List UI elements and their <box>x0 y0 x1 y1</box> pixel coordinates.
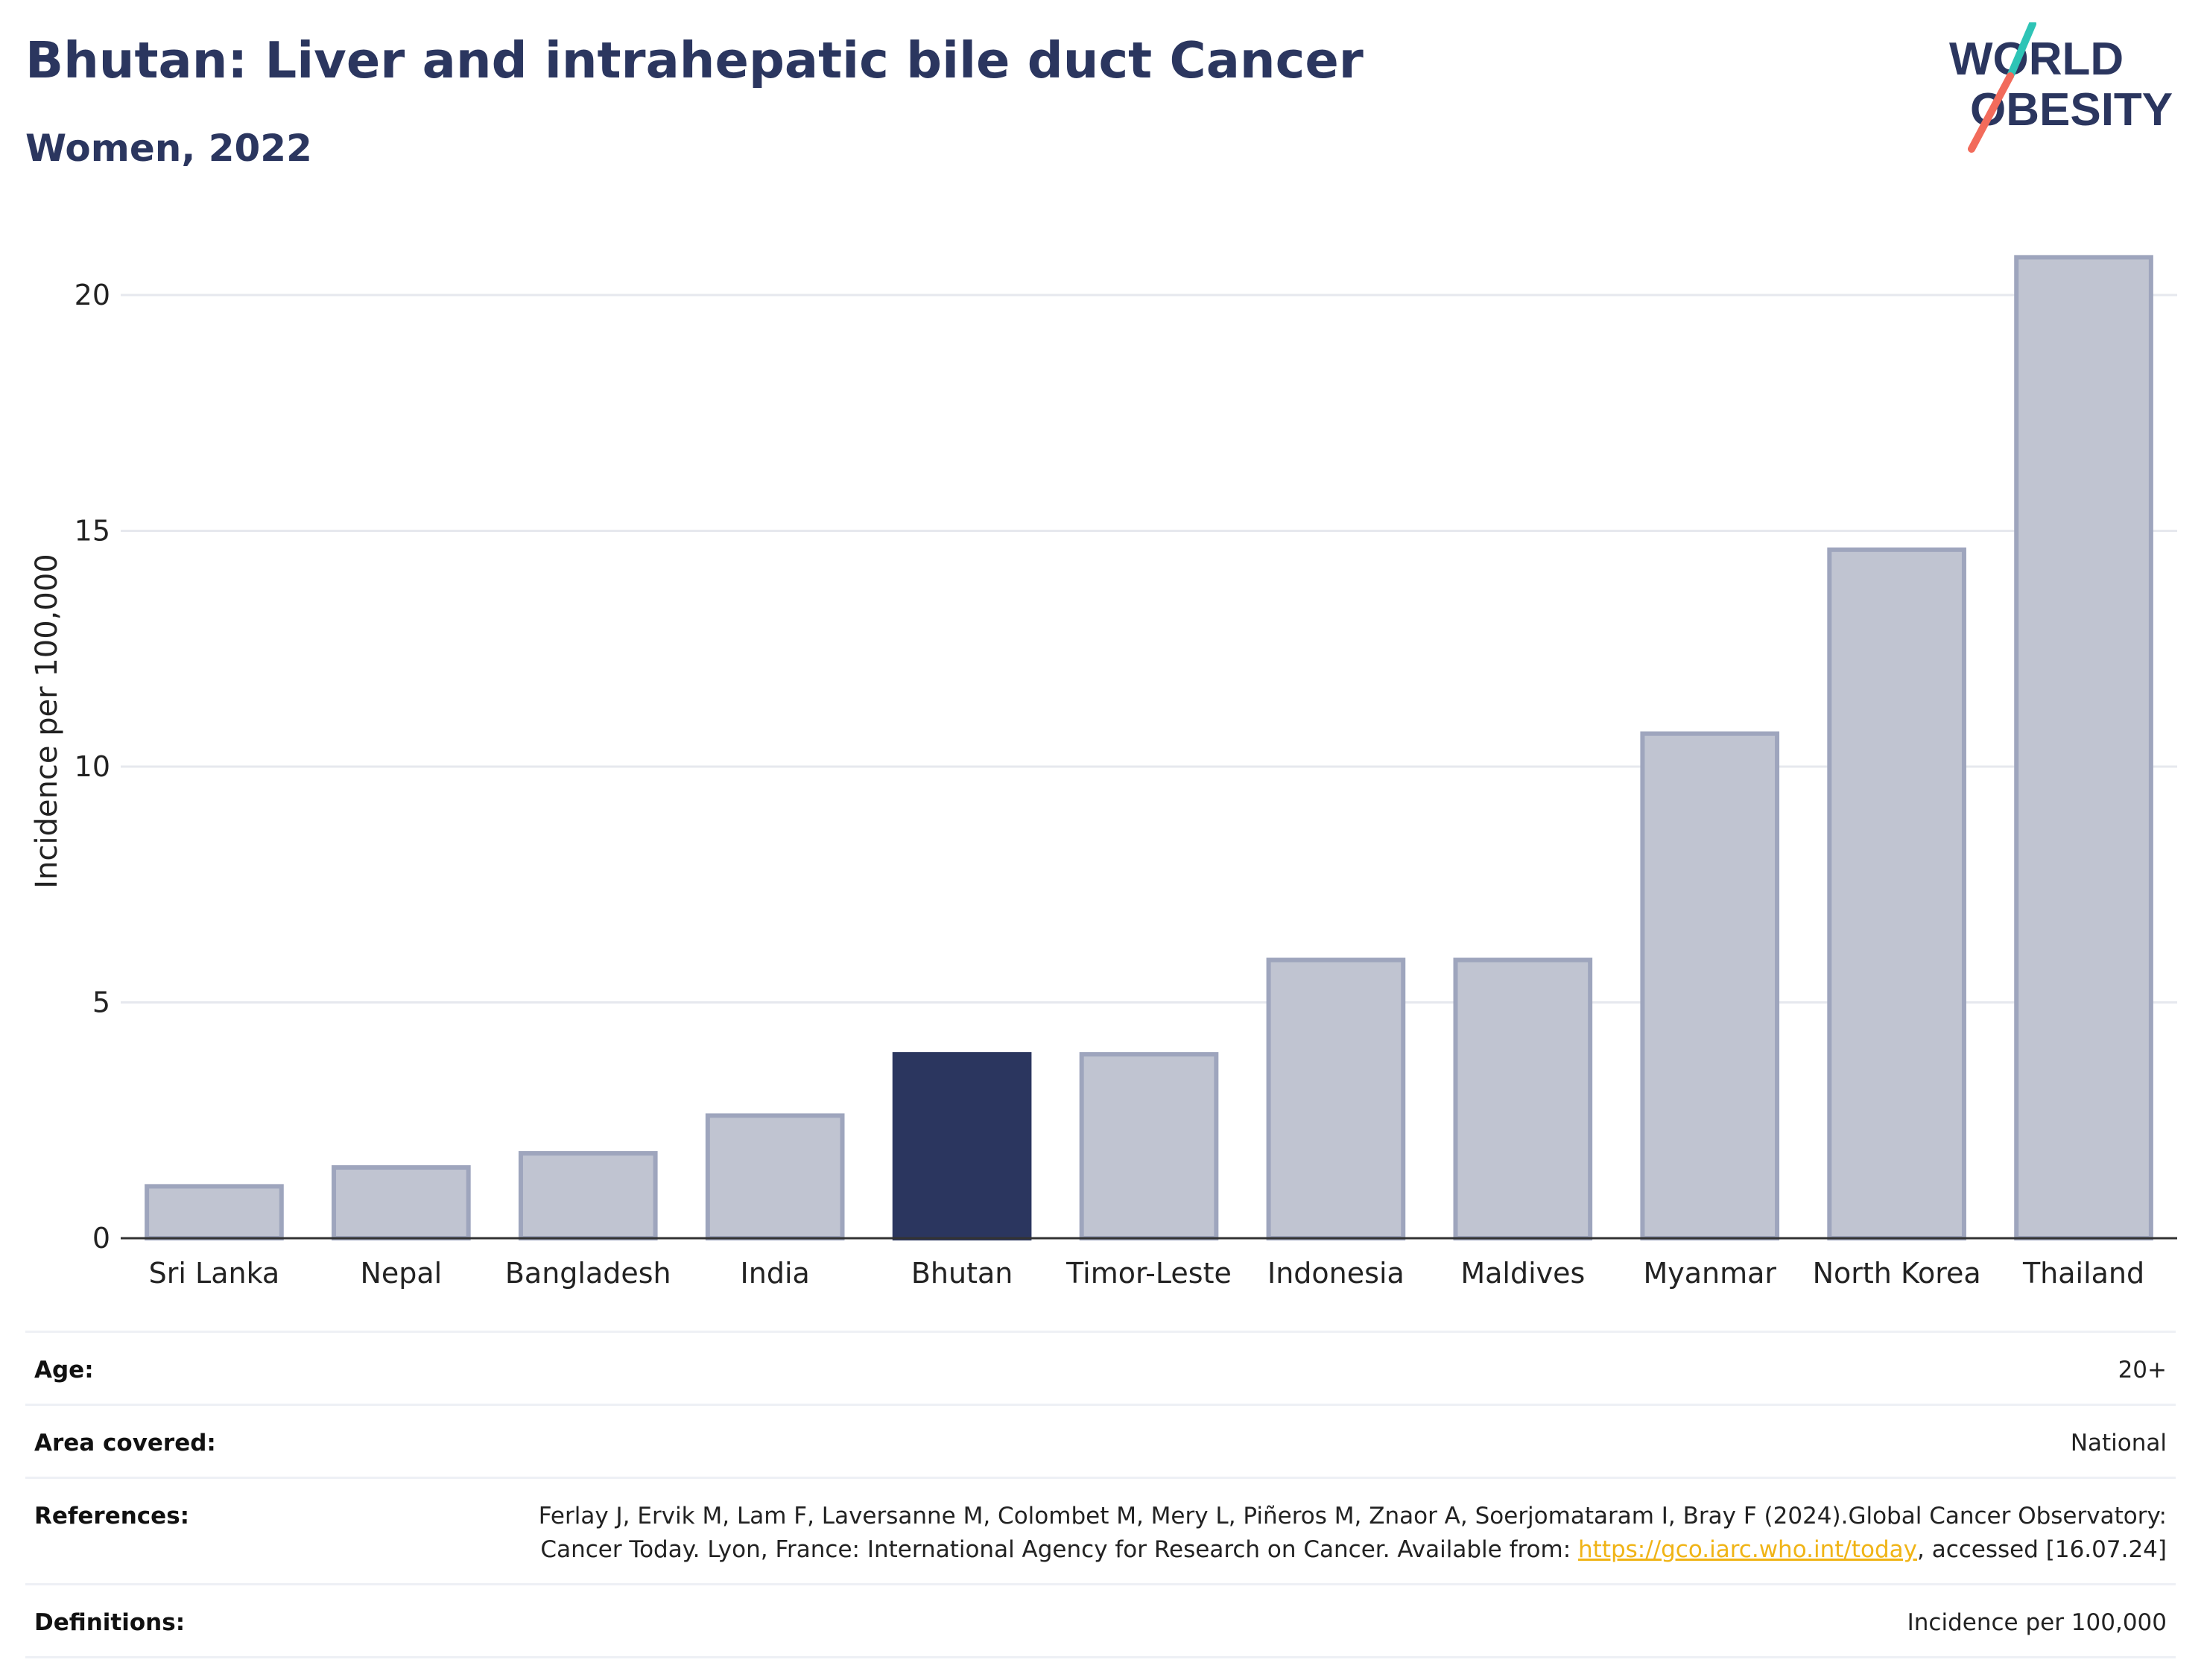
age-label: Age: <box>34 1357 94 1383</box>
bar-india <box>705 1113 845 1241</box>
meta-row-definitions: Definitions: Incidence per 100,000 <box>25 1583 2176 1658</box>
y-tick-label: 15 <box>75 515 110 548</box>
bar-bhutan <box>892 1052 1032 1240</box>
references-text-1: Ferlay J, Ervik M, Lam F, Laversanne M, … <box>538 1503 2167 1563</box>
age-value: 20+ <box>2118 1357 2167 1383</box>
x-tick-label: North Korea <box>1813 1257 1981 1290</box>
x-tick-label: Nepal <box>360 1257 442 1290</box>
x-tick-label: Maldives <box>1460 1257 1585 1290</box>
area-label: Area covered: <box>34 1430 216 1456</box>
x-tick-label: Thailand <box>2022 1257 2144 1290</box>
bar-maldives <box>1453 957 1593 1241</box>
bar-sri-lanka <box>145 1184 284 1240</box>
logo-slash-top <box>2007 22 2036 80</box>
x-tick-label: India <box>741 1257 810 1290</box>
bar-nepal <box>332 1165 471 1241</box>
x-tick-label: Myanmar <box>1643 1257 1776 1290</box>
references-link[interactable]: https://gco.iarc.who.int/today <box>1578 1536 1917 1563</box>
y-tick-label: 5 <box>92 986 110 1019</box>
definitions-label: Definitions: <box>34 1609 186 1636</box>
logo-line-1: WORLD <box>1949 34 2124 85</box>
bar-north-korea <box>1827 547 1966 1240</box>
references-label: References: <box>34 1503 190 1530</box>
meta-row-area: Area covered: National <box>25 1404 2176 1477</box>
area-value: National <box>2070 1430 2167 1456</box>
y-axis-title: Incidence per 100,000 <box>30 554 64 889</box>
y-tick-label: 10 <box>75 750 110 783</box>
bar-chart: 0 5 10 15 20 Sri Lanka Nepal Bangladesh India Bhu… <box>30 255 2177 1290</box>
bar-myanmar <box>1640 731 1780 1240</box>
bar-thailand <box>2014 255 2153 1240</box>
x-tick-label: Sri Lanka <box>149 1257 280 1290</box>
meta-row-references: References: Ferlay J, Ervik M, Lam F, La… <box>25 1477 2176 1583</box>
definitions-value: Incidence per 100,000 <box>1907 1609 2167 1636</box>
y-tick-label: 20 <box>75 279 110 311</box>
x-tick-label: Timor-Leste <box>1065 1257 1232 1290</box>
x-tick-label: Bhutan <box>911 1257 1013 1290</box>
chart-title: Bhutan: Liver and intrahepatic bile duct… <box>25 31 1364 89</box>
y-tick-label: 0 <box>92 1222 110 1255</box>
logo-slash-bottom <box>1968 72 2014 153</box>
bar-indonesia <box>1266 957 1406 1241</box>
metadata-table: Age: 20+ Area covered: National Referenc… <box>25 1331 2176 1658</box>
world-obesity-logo: WORLD OBESITY <box>1949 22 2173 153</box>
references-value: Ferlay J, Ervik M, Lam F, Laversanne M, … <box>453 1500 2167 1567</box>
chart-subtitle: Women, 2022 <box>25 127 312 170</box>
bar-bangladesh <box>518 1151 658 1241</box>
references-text-2: , accessed [16.07.24] <box>1916 1536 2167 1563</box>
meta-row-age: Age: 20+ <box>25 1331 2176 1404</box>
x-tick-label: Indonesia <box>1267 1257 1405 1290</box>
x-tick-label: Bangladesh <box>505 1257 671 1290</box>
bar-timor-leste <box>1079 1052 1219 1240</box>
